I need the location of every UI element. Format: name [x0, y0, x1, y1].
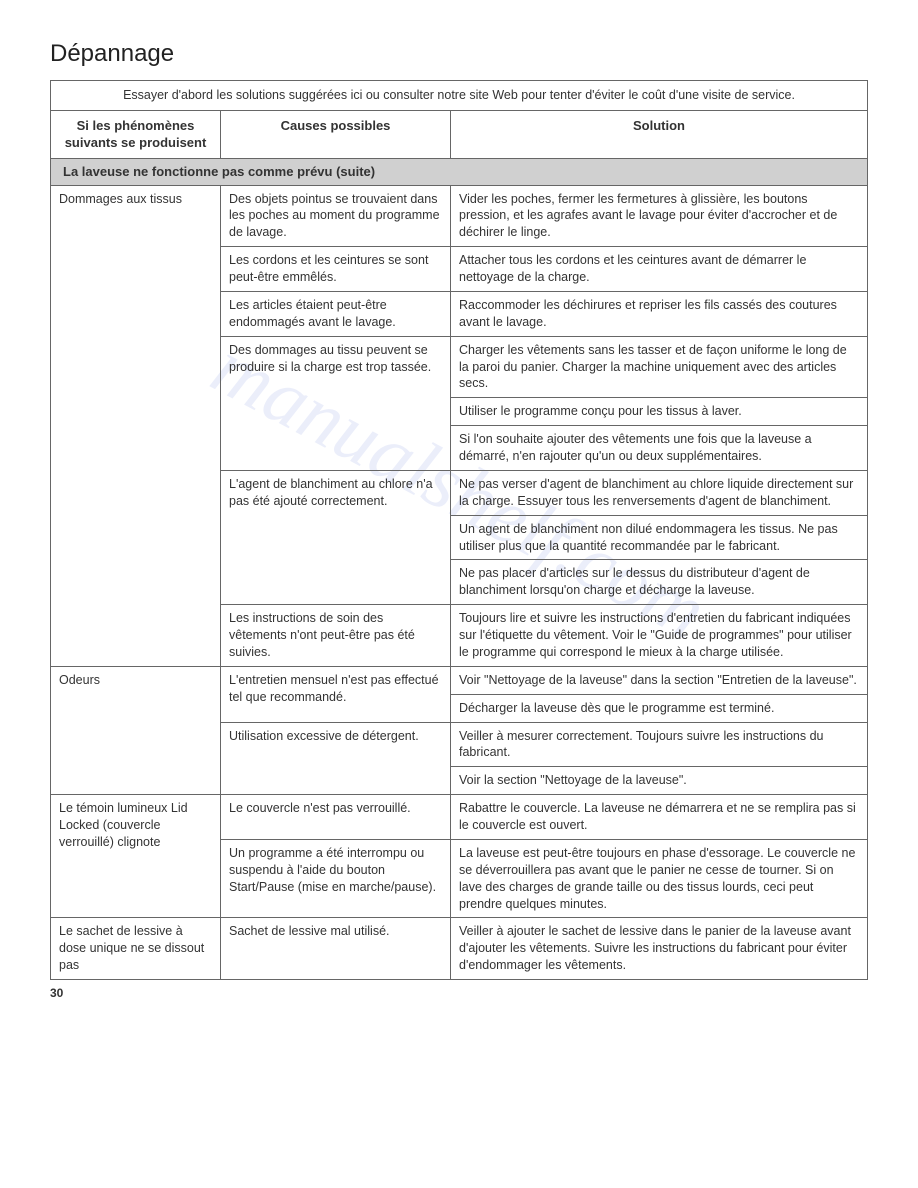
- cell-solution: Charger les vêtements sans les tasser et…: [451, 336, 868, 398]
- cell-solution: Attacher tous les cordons et les ceintur…: [451, 247, 868, 292]
- cell-solution: Voir la section "Nettoyage de la laveuse…: [451, 767, 868, 795]
- header-row: Si les phénomènes suivants se produisent…: [51, 110, 868, 158]
- intro-text: Essayer d'abord les solutions suggérées …: [51, 81, 868, 111]
- cell-solution: Rabattre le couvercle. La laveuse ne dém…: [451, 795, 868, 840]
- header-col1: Si les phénomènes suivants se produisent: [51, 110, 221, 158]
- intro-row: Essayer d'abord les solutions suggérées …: [51, 81, 868, 111]
- header-col3: Solution: [451, 110, 868, 158]
- cell-cause: Les instructions de soin des vêtements n…: [221, 605, 451, 667]
- cell-problem: Dommages aux tissus: [51, 185, 221, 666]
- cell-solution: Veiller à mesurer correctement. Toujours…: [451, 722, 868, 767]
- cell-cause: Des dommages au tissu peuvent se produir…: [221, 336, 451, 470]
- cell-solution: Utiliser le programme conçu pour les tis…: [451, 398, 868, 426]
- cell-cause: Les articles étaient peut-être endommagé…: [221, 291, 451, 336]
- cell-solution: Voir "Nettoyage de la laveuse" dans la s…: [451, 666, 868, 694]
- section-row: La laveuse ne fonctionne pas comme prévu…: [51, 158, 868, 185]
- table-row: Le sachet de lessive à dose unique ne se…: [51, 918, 868, 980]
- table-row: Dommages aux tissus Des objets pointus s…: [51, 185, 868, 247]
- troubleshooting-table: Essayer d'abord les solutions suggérées …: [50, 80, 868, 980]
- page-title: Dépannage: [50, 40, 868, 68]
- cell-solution: Raccommoder les déchirures et repriser l…: [451, 291, 868, 336]
- cell-problem: Le témoin lumineux Lid Locked (couvercle…: [51, 795, 221, 918]
- section-title: La laveuse ne fonctionne pas comme prévu…: [51, 158, 868, 185]
- cell-cause: Les cordons et les ceintures se sont peu…: [221, 247, 451, 292]
- table-row: Le témoin lumineux Lid Locked (couvercle…: [51, 795, 868, 840]
- header-col2: Causes possibles: [221, 110, 451, 158]
- cell-problem: Odeurs: [51, 666, 221, 794]
- cell-cause: Le couvercle n'est pas verrouillé.: [221, 795, 451, 840]
- cell-solution: Toujours lire et suivre les instructions…: [451, 605, 868, 667]
- cell-solution: Ne pas placer d'articles sur le dessus d…: [451, 560, 868, 605]
- cell-solution: Veiller à ajouter le sachet de lessive d…: [451, 918, 868, 980]
- cell-solution: La laveuse est peut-être toujours en pha…: [451, 839, 868, 918]
- cell-cause: Des objets pointus se trouvaient dans le…: [221, 185, 451, 247]
- table-row: Odeurs L'entretien mensuel n'est pas eff…: [51, 666, 868, 694]
- cell-solution: Décharger la laveuse dès que le programm…: [451, 694, 868, 722]
- cell-solution: Si l'on souhaite ajouter des vêtements u…: [451, 426, 868, 471]
- cell-problem: Le sachet de lessive à dose unique ne se…: [51, 918, 221, 980]
- cell-cause: Utilisation excessive de détergent.: [221, 722, 451, 795]
- cell-cause: L'entretien mensuel n'est pas effectué t…: [221, 666, 451, 722]
- cell-cause: Un programme a été interrompu ou suspend…: [221, 839, 451, 918]
- cell-solution: Vider les poches, fermer les fermetures …: [451, 185, 868, 247]
- cell-solution: Un agent de blanchiment non dilué endomm…: [451, 515, 868, 560]
- cell-cause: Sachet de lessive mal utilisé.: [221, 918, 451, 980]
- cell-cause: L'agent de blanchiment au chlore n'a pas…: [221, 470, 451, 604]
- page-number: 30: [50, 986, 63, 1000]
- cell-solution: Ne pas verser d'agent de blanchiment au …: [451, 470, 868, 515]
